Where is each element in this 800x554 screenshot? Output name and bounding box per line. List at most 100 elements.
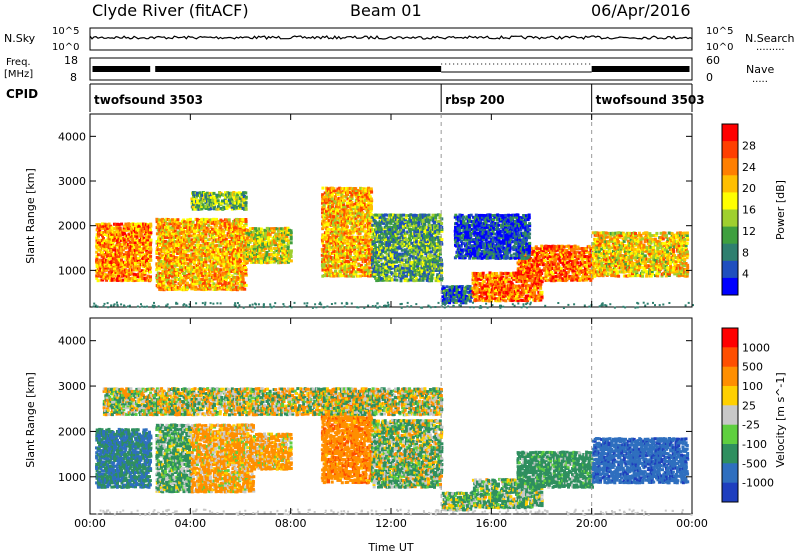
heatmap-cell (322, 225, 326, 229)
heatmap-cell (341, 274, 345, 278)
heatmap-cell (147, 226, 151, 230)
heatmap-cell (354, 205, 358, 209)
heatmap-cell (106, 250, 110, 254)
heatmap-cell (255, 253, 259, 256)
heatmap-cell (358, 231, 362, 235)
heatmap-cell (361, 248, 365, 251)
heatmap-cell (173, 261, 177, 265)
heatmap-cell (365, 203, 369, 207)
heatmap-cell (365, 225, 369, 229)
heatmap-cell (127, 234, 130, 238)
heatmap-cell (410, 278, 414, 282)
heatmap-cell (170, 220, 174, 224)
heatmap-cell (159, 288, 163, 292)
heatmap-cell (172, 222, 175, 226)
heatmap-cell (220, 285, 224, 289)
heatmap-cell (158, 224, 162, 228)
heatmap-cell (222, 277, 226, 281)
heatmap-cell (188, 263, 192, 267)
cpid-segment-0: twofsound 3503 (94, 93, 203, 107)
heatmap-cell (332, 215, 336, 219)
heatmap-cell (322, 203, 326, 207)
heatmap-cell (416, 273, 420, 277)
heatmap-cell (226, 251, 230, 255)
heatmap-cell (230, 191, 234, 195)
heatmap-cell (213, 276, 217, 280)
heatmap-cell (200, 249, 203, 253)
heatmap-cell (337, 189, 341, 193)
heatmap-cell (172, 279, 176, 283)
heatmap-cell (374, 260, 377, 264)
heatmap-cell (131, 259, 134, 263)
heatmap-cell (321, 241, 325, 245)
heatmap-cell (238, 265, 242, 269)
heatmap-cell (289, 229, 293, 233)
heatmap-cell (114, 261, 118, 264)
heatmap-cell (128, 242, 132, 246)
heatmap-cell (190, 197, 194, 201)
heatmap-cell (259, 254, 263, 258)
heatmap-cell (205, 267, 209, 271)
heatmap-cell (386, 270, 390, 274)
heatmap-cell (204, 234, 208, 238)
heatmap-cell (100, 231, 104, 235)
heatmap-cell (198, 278, 202, 281)
heatmap-cell (181, 259, 185, 263)
heatmap-cell (227, 222, 231, 226)
heatmap-cell (365, 254, 369, 258)
heatmap-cell (192, 260, 196, 264)
heatmap-cell (223, 258, 227, 262)
heatmap-cell (375, 225, 379, 229)
heatmap-cell (220, 287, 224, 291)
heatmap-cell (164, 239, 167, 243)
heatmap-cell (283, 237, 287, 241)
heatmap-cell (237, 238, 241, 242)
heatmap-cell (329, 259, 333, 263)
heatmap-cell (334, 217, 338, 221)
heatmap-cell (335, 255, 339, 259)
heatmap-cell (223, 271, 227, 275)
heatmap-cell (218, 193, 221, 197)
heatmap-cell (149, 243, 152, 247)
heatmap-cell (240, 236, 244, 240)
heatmap-cell (231, 277, 235, 281)
heatmap-cell (204, 260, 208, 264)
heatmap-cell (250, 247, 254, 250)
heatmap-cell (159, 286, 163, 289)
heatmap-cell (365, 231, 369, 235)
heatmap-cell (134, 278, 137, 282)
freq-left-tick-bottom: 8 (70, 71, 77, 84)
heatmap-cell (243, 224, 247, 228)
heatmap-cell (110, 248, 114, 252)
heatmap-cell (149, 258, 153, 262)
heatmap-cell (202, 263, 206, 267)
heatmap-cell (106, 254, 110, 258)
heatmap-cell (398, 252, 401, 256)
heatmap-cell (234, 269, 238, 273)
heatmap-cell (172, 246, 176, 250)
heatmap-cell (204, 254, 208, 257)
noise-left-label: N.Sky (4, 32, 36, 45)
heatmap-cell (272, 239, 276, 242)
heatmap-cell (336, 225, 340, 229)
heatmap-cell (425, 232, 429, 236)
heatmap-cell (424, 264, 428, 268)
heatmap-cell (368, 217, 372, 221)
heatmap-cell (136, 222, 140, 226)
heatmap-cell (382, 275, 386, 278)
heatmap-cell (264, 246, 267, 250)
heatmap-cell (194, 285, 198, 289)
heatmap-cell (219, 226, 223, 230)
heatmap-cell (364, 268, 368, 272)
heatmap-cell (201, 274, 205, 278)
heatmap-cell (208, 252, 212, 256)
heatmap-cell (107, 270, 111, 274)
heatmap-cell (163, 244, 167, 248)
heatmap-cell (115, 276, 119, 280)
heatmap-cell (238, 236, 242, 240)
heatmap-cell (138, 261, 142, 265)
heatmap-cell (201, 237, 205, 241)
heatmap-cell (217, 240, 221, 244)
heatmap-cell (222, 238, 225, 242)
heatmap-cell (226, 232, 230, 236)
